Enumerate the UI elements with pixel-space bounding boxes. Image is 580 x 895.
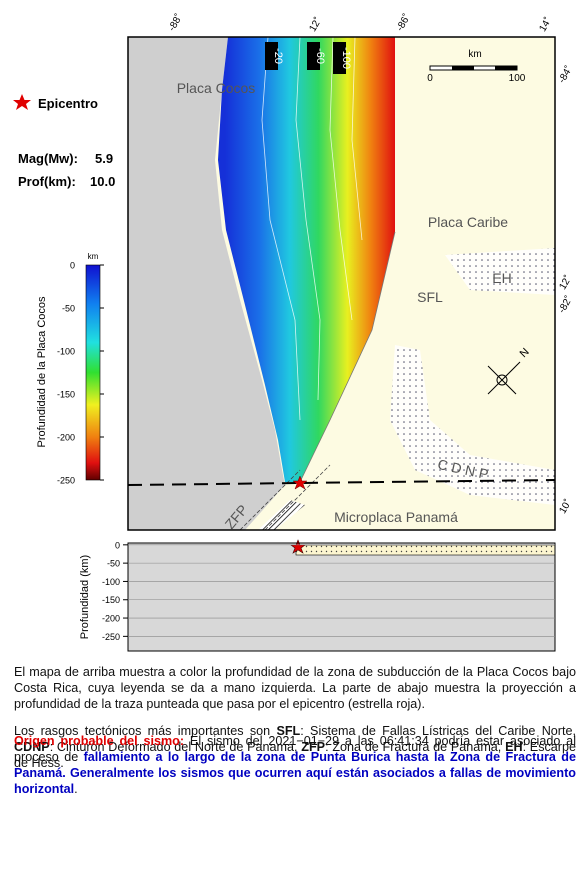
text-run: CDNP — [14, 740, 50, 754]
contour-labels: -20 -60 -100 — [265, 42, 352, 74]
section-background — [128, 543, 555, 651]
coord-label: 10˚ — [557, 497, 575, 516]
paragraph: Los rasgos tectónicos más importantes so… — [14, 723, 576, 771]
contour-label: -60 — [314, 48, 326, 64]
section-frame — [127, 542, 556, 652]
text-run: El sismo del 2021−01−29 a las 06:41:34 p… — [14, 734, 576, 764]
colorbar-unit: km — [88, 252, 99, 261]
colorbar-tick-label: -150 — [57, 390, 75, 400]
y-tick-label: -250 — [102, 632, 120, 642]
colorbar-tick-label: -250 — [57, 476, 75, 486]
text-run: Los rasgos tectónicos más importantes so… — [14, 724, 277, 738]
contour-label: -20 — [272, 48, 284, 64]
scale-end: 100 — [509, 73, 526, 84]
legend-star — [13, 94, 31, 110]
epicenter-star — [292, 475, 308, 490]
text-run: . — [74, 782, 78, 796]
region-label: EH — [492, 270, 511, 286]
text-run: : Sistema de Fallas Lístricas del Caribe… — [300, 724, 576, 738]
depth-value: 10.0 — [90, 174, 115, 189]
map-frame — [127, 36, 556, 531]
legend-epicenter: Epicentro — [38, 96, 98, 111]
colorbar — [85, 264, 101, 481]
region-label: SFL — [417, 289, 443, 305]
scale-unit: km — [468, 49, 481, 60]
ocean — [128, 37, 285, 530]
colorbar-tick-label: 0 — [70, 261, 75, 271]
contours — [261, 36, 363, 421]
slab-depth — [218, 37, 395, 482]
map: km 0 100 N -20 -60 -100 Placa Cocos Plac… — [127, 12, 575, 532]
compass — [487, 361, 521, 395]
y-tick-label: -100 — [102, 577, 120, 587]
region-label: Microplaca Panamá — [334, 509, 458, 525]
region-label: Placa Cocos — [177, 80, 256, 96]
zfp-lines — [239, 464, 331, 531]
text-run: Origen probable del sismo: — [14, 734, 185, 748]
text-run: ZFP — [301, 740, 326, 754]
coord-label: -86˚ — [394, 12, 413, 33]
eh-zone — [445, 248, 555, 295]
mag-label: Mag(Mw): — [18, 151, 78, 166]
y-tick-label: -150 — [102, 595, 120, 605]
depth-label: Prof(km): — [18, 174, 76, 189]
coord-label: 12˚ — [557, 273, 575, 292]
coord-label: 14˚ — [537, 15, 555, 34]
coord-label: -84˚ — [556, 64, 575, 85]
text-run: : Cinturón Deformado del Norte de Panamá… — [49, 740, 302, 754]
section-ylabel: Profundidad (km) — [79, 555, 91, 639]
mag-value: 5.9 — [95, 151, 113, 166]
paragraph: Origen probable del sismo: El sismo del … — [14, 733, 576, 797]
coord-label: 12˚ — [307, 15, 325, 34]
coord-label: -88˚ — [166, 12, 185, 33]
text-run: : Escarpe de Hess. — [14, 740, 577, 770]
text-run: EH — [505, 740, 523, 754]
region-label: Placa Caribe — [428, 214, 508, 230]
scale-start: 0 — [427, 73, 433, 84]
text-run: SFL — [276, 724, 301, 738]
cdnp-zone — [390, 345, 555, 505]
paragraph: El mapa de arriba muestra a color la pro… — [14, 665, 576, 711]
scale-bar — [429, 65, 518, 71]
colorbar-tick-label: -100 — [57, 347, 75, 357]
text-run: fallamiento a lo largo de la zona de Pun… — [14, 750, 577, 796]
colorbar-tick-label: -50 — [62, 304, 75, 314]
colorbar-title: Profundidad de la Placa Cocos — [36, 296, 48, 448]
text-run: : Zona de Fractura de Panamá, — [325, 740, 506, 754]
y-tick-label: -200 — [102, 614, 120, 624]
coastline — [299, 231, 396, 483]
y-tick-label: -50 — [107, 559, 120, 569]
section-trace — [127, 479, 556, 486]
y-tick-label: 0 — [115, 540, 120, 550]
crust-layer — [295, 544, 556, 556]
zfp-zone — [258, 500, 305, 530]
contour-label: -100 — [340, 47, 352, 69]
coord-label: -82˚ — [556, 294, 575, 315]
colorbar-tick-label: -200 — [57, 433, 75, 443]
